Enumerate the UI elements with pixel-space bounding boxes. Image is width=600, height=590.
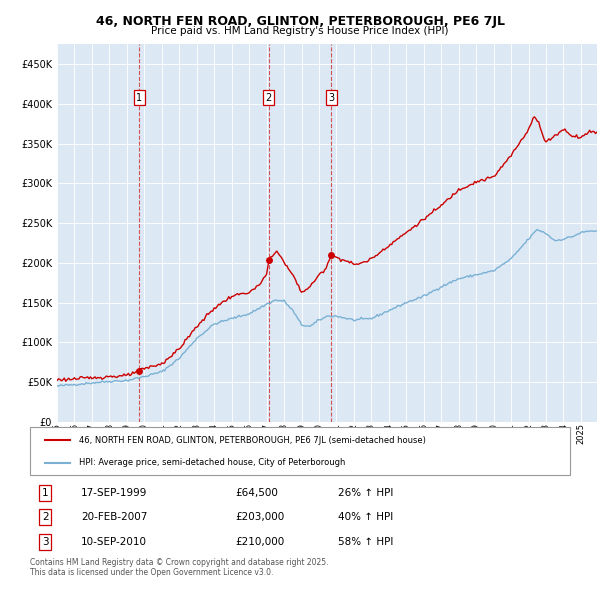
Text: HPI: Average price, semi-detached house, City of Peterborough: HPI: Average price, semi-detached house,… xyxy=(79,458,345,467)
Text: £210,000: £210,000 xyxy=(235,537,284,547)
Text: 40% ↑ HPI: 40% ↑ HPI xyxy=(338,512,393,522)
Text: Price paid vs. HM Land Registry's House Price Index (HPI): Price paid vs. HM Land Registry's House … xyxy=(151,26,449,36)
Text: Contains HM Land Registry data © Crown copyright and database right 2025.: Contains HM Land Registry data © Crown c… xyxy=(30,558,329,566)
Text: 46, NORTH FEN ROAD, GLINTON, PETERBOROUGH, PE6 7JL: 46, NORTH FEN ROAD, GLINTON, PETERBOROUG… xyxy=(95,15,505,28)
Text: £64,500: £64,500 xyxy=(235,488,278,498)
Text: £203,000: £203,000 xyxy=(235,512,284,522)
Text: 1: 1 xyxy=(136,93,142,103)
Text: 1: 1 xyxy=(42,488,49,498)
Text: 3: 3 xyxy=(42,537,49,547)
Text: 20-FEB-2007: 20-FEB-2007 xyxy=(82,512,148,522)
Text: 58% ↑ HPI: 58% ↑ HPI xyxy=(338,537,393,547)
Text: 2: 2 xyxy=(42,512,49,522)
Text: 3: 3 xyxy=(328,93,334,103)
Text: This data is licensed under the Open Government Licence v3.0.: This data is licensed under the Open Gov… xyxy=(30,568,274,576)
Text: 26% ↑ HPI: 26% ↑ HPI xyxy=(338,488,393,498)
Text: 46, NORTH FEN ROAD, GLINTON, PETERBOROUGH, PE6 7JL (semi-detached house): 46, NORTH FEN ROAD, GLINTON, PETERBOROUG… xyxy=(79,435,425,445)
Text: 10-SEP-2010: 10-SEP-2010 xyxy=(82,537,148,547)
Text: 17-SEP-1999: 17-SEP-1999 xyxy=(82,488,148,498)
Text: 2: 2 xyxy=(266,93,272,103)
